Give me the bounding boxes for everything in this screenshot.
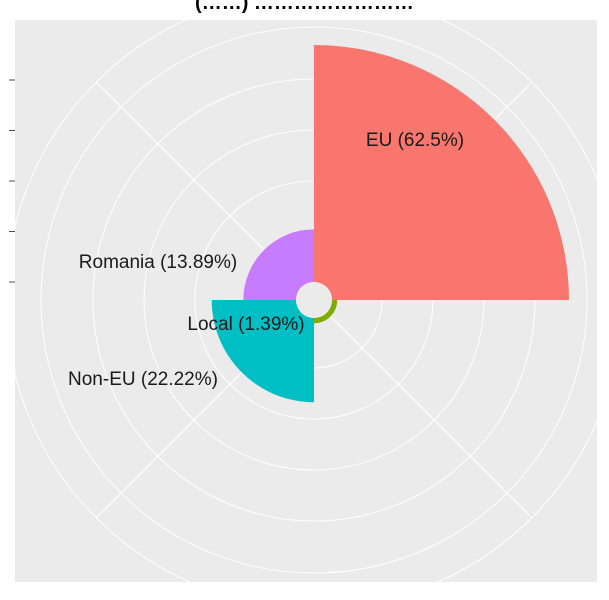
slice-local — [314, 300, 338, 324]
radial-axis-ticks — [9, 79, 15, 283]
slice-label-romania: Romania (13.89%) — [79, 252, 237, 273]
chart-title: (……) …………………… — [195, 0, 414, 14]
slice-eu — [314, 45, 569, 300]
grid-spoke — [326, 312, 533, 519]
slices — [211, 45, 569, 403]
slice-label-eu: EU (62.5%) — [366, 130, 464, 151]
slice-labels: EU (62.5%) Local (1.39%) Non-EU (22.22%) Ro… — [68, 130, 464, 390]
slice-label-local: Local (1.39%) — [187, 314, 304, 335]
slice-label-non-eu: Non-EU (22.22%) — [68, 369, 218, 390]
slice-non-eu — [211, 300, 314, 403]
grid-circle — [40, 26, 588, 574]
slice-romania — [243, 229, 314, 300]
